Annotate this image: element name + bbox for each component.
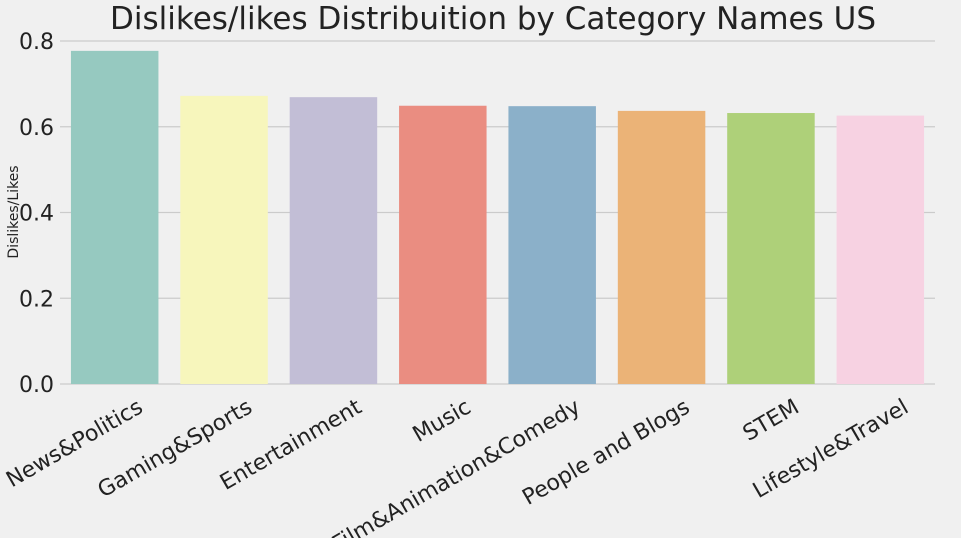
bar-1 (70, 50, 159, 384)
bars (70, 50, 925, 385)
y-axis-ticks: 0.0 0.2 0.4 0.6 0.8 (19, 30, 54, 398)
bar-5 (508, 106, 596, 385)
y-tick-label: 0.6 (19, 116, 54, 141)
bar-4 (399, 105, 487, 385)
x-tick-label: Music (409, 395, 476, 448)
y-tick-label: 0.2 (19, 287, 54, 312)
bar-3 (289, 97, 378, 384)
bar-6 (617, 110, 706, 384)
y-axis-label: Dislikes/Likes (6, 165, 22, 258)
chart-title: Dislikes/likes Distribuition by Category… (110, 1, 876, 37)
bar-7 (727, 113, 815, 384)
bar-2 (180, 95, 268, 384)
y-tick-label: 0.4 (19, 202, 54, 227)
bar-8 (836, 115, 925, 384)
y-tick-label: 0.0 (19, 373, 54, 398)
y-tick-label: 0.8 (19, 30, 54, 55)
x-tick-label: STEM (739, 395, 804, 447)
